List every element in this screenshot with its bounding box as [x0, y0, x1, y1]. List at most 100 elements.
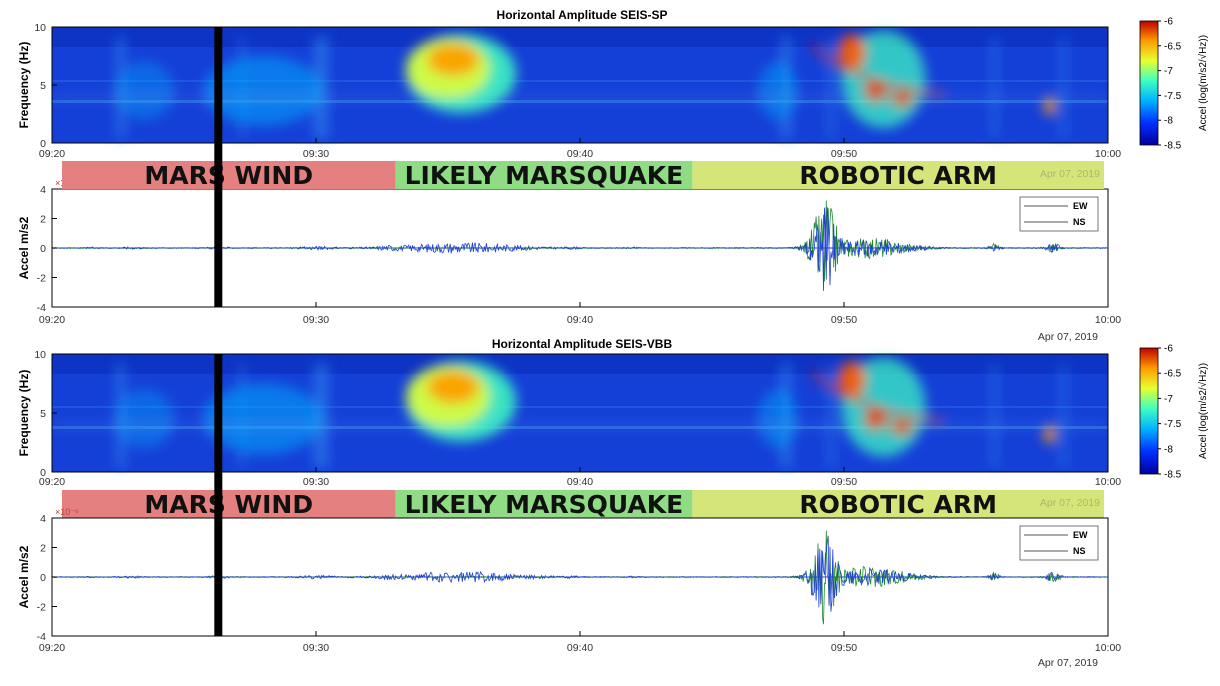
colorbar-tick-label: -6.5: [1164, 369, 1182, 380]
waveform-trace-ew: [51, 207, 1108, 291]
colorbar-label: Accel (log(m/s2/√Hz)): [1197, 35, 1209, 131]
tonal-line: [52, 424, 1108, 427]
legend-box: [1019, 525, 1099, 561]
y-tick-label: -2: [37, 273, 46, 285]
y-tick-label: -2: [37, 602, 46, 614]
x-tick-label: 09:40: [567, 642, 593, 654]
energy-blob: [837, 361, 866, 399]
x-tick-label: 09:20: [39, 314, 65, 326]
colorbar-tick-label: -8: [1164, 116, 1173, 127]
segment-2: [395, 490, 693, 518]
event-marker: [214, 27, 223, 636]
x-tick-label: 10:00: [1095, 476, 1121, 488]
colorbar-tick-label: -6: [1164, 344, 1173, 355]
segment-3: [692, 490, 1104, 518]
energy-streak: [810, 370, 945, 424]
y-exponent: ×10⁻⁶: [55, 507, 79, 517]
colorbar-tick-label: -7: [1164, 394, 1173, 405]
spectrogram-sp: [51, 26, 1109, 144]
x-tick-label: 09:30: [303, 476, 329, 488]
legend-label-ns: NS: [1073, 217, 1086, 227]
y-tick-label: -4: [37, 302, 46, 314]
chart-title: Horizontal Amplitude SEIS-SP: [497, 8, 668, 22]
segment-label: LIKELY MARSQUAKE: [405, 161, 684, 190]
segment-label: LIKELY MARSQUAKE: [405, 490, 684, 519]
y-tick-label: 0: [40, 243, 46, 255]
colorbar-gradient: [1139, 347, 1159, 475]
energy-blob: [203, 383, 324, 455]
segment-1: [62, 161, 396, 189]
colorbar-tick-label: -6: [1164, 17, 1173, 28]
segment-2: [395, 161, 693, 189]
legend-label-ns: NS: [1073, 546, 1086, 556]
y-tick-label: 0: [40, 572, 46, 584]
energy-streak: [810, 43, 945, 97]
colorbar-label: Accel (log(m/s2/√Hz)): [1197, 363, 1209, 459]
vertical-band: [1060, 37, 1066, 139]
y-tick-label: 5: [40, 80, 46, 92]
x-tick-label: 09:40: [567, 476, 593, 488]
vertical-band: [1060, 364, 1066, 468]
x-tick-label: 09:50: [831, 148, 857, 160]
segment-date-overlay: Apr 07, 2019: [1040, 168, 1100, 180]
y-tick-label: 4: [40, 513, 46, 525]
spectral-energy-layer: [52, 357, 1108, 468]
segment-date-overlay: Apr 07, 2019: [1040, 497, 1100, 509]
colorbar-tick-label: -8.5: [1164, 470, 1182, 481]
date-label: Apr 07, 2019: [1038, 657, 1098, 669]
axes-layer: 09:20 09:30 09:40 09:50 10:00 09:20 09:30 09:40…: [17, 22, 1121, 654]
y-tick-label: 4: [40, 184, 46, 196]
vertical-band: [991, 37, 997, 139]
colorbar-tick-label: -6.5: [1164, 41, 1182, 52]
colorbar-tick-label: -8.5: [1164, 141, 1182, 152]
legend-label-ew: EW: [1073, 530, 1088, 540]
colorbar-tick-label: -8: [1164, 444, 1173, 455]
energy-blob: [427, 370, 480, 404]
colorbar-sp: -6 -6.5 -7 -7.5 -8 -8.5 Accel (log(m/s2/√Hz)): [1139, 17, 1209, 152]
energy-blob: [758, 61, 798, 120]
y-axis-label: Frequency (Hz): [17, 42, 31, 129]
date-label: Apr 07, 2019: [1038, 331, 1098, 343]
energy-blob: [890, 90, 915, 108]
y-tick-label: 0: [40, 138, 46, 150]
segment-label: ROBOTIC ARM: [799, 490, 997, 519]
energy-blob: [427, 43, 480, 76]
energy-blob: [837, 33, 866, 72]
waveform: [51, 530, 1108, 625]
colorbar-vbb: -6 -6.5 -7 -7.5 -8 -8.5 Accel (log(m/s2/√Hz)): [1139, 344, 1209, 481]
x-tick-label: 09:30: [303, 148, 329, 160]
x-tick-label: 10:00: [1095, 314, 1121, 326]
vertical-band: [991, 364, 997, 468]
marker-bar: [214, 27, 223, 307]
y-tick-label: -4: [37, 631, 46, 643]
energy-blob: [1043, 96, 1056, 116]
waveform-trace-ew: [51, 535, 1108, 612]
x-tick-label: 09:40: [567, 148, 593, 160]
legend: EW NS: [1019, 196, 1099, 232]
colorbar-tick-label: -7.5: [1164, 419, 1182, 430]
energy-blob: [114, 389, 175, 449]
x-tick-label: 09:50: [831, 314, 857, 326]
energy-blob: [114, 61, 175, 120]
y-tick-label: 10: [34, 22, 46, 34]
waveform: [51, 200, 1108, 291]
x-tick-label: 09:20: [39, 642, 65, 654]
y-tick-label: 2: [40, 214, 46, 226]
x-tick-label: 09:40: [567, 314, 593, 326]
x-tick-label: 09:20: [39, 148, 65, 160]
timeseries-vbb: ×10⁻⁶ EW NS Apr 07, 2019: [51, 507, 1109, 669]
marker-bar: [214, 354, 223, 636]
tonal-line: [52, 96, 1108, 99]
timeseries-sp: ×10⁻⁶ EW NS Apr 07, 2019: [51, 178, 1109, 343]
vertical-band: [828, 364, 834, 468]
spectral-energy-layer: [52, 30, 1108, 139]
y-tick-label: 0: [40, 467, 46, 479]
x-tick-label: 09:50: [831, 642, 857, 654]
energy-blob: [758, 389, 798, 449]
energy-blob: [203, 56, 324, 126]
y-axis-label: Accel m/s2: [17, 545, 31, 608]
segment-label: ROBOTIC ARM: [799, 161, 997, 190]
x-tick-label: 09:20: [39, 476, 65, 488]
y-tick-label: 10: [34, 349, 46, 361]
